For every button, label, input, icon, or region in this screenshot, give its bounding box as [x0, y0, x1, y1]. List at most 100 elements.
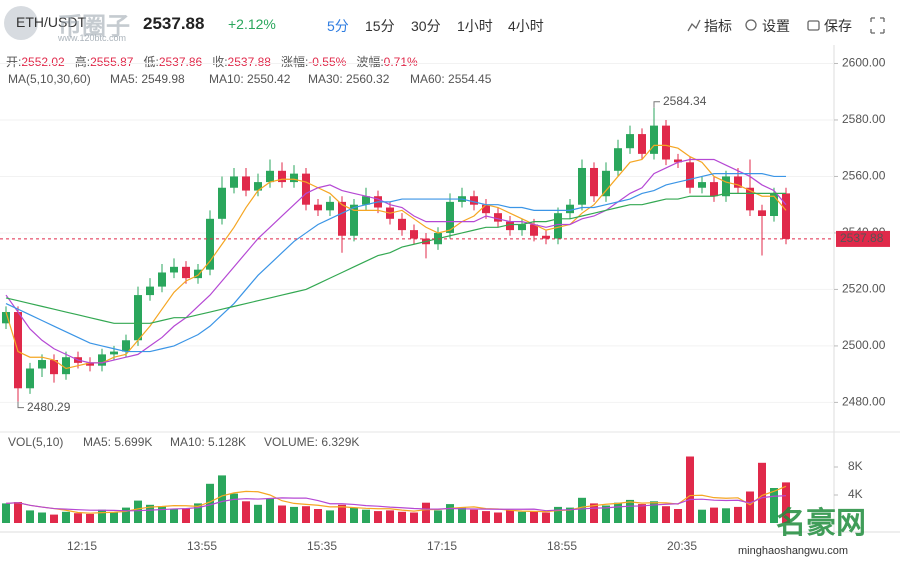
volume-bar — [590, 503, 598, 523]
x-tick-label: 17:15 — [427, 539, 457, 553]
volume-bar — [14, 502, 22, 523]
candle-body — [566, 204, 574, 214]
volume-bar — [266, 498, 274, 523]
volume-bar — [98, 509, 106, 523]
volume-bar — [746, 491, 754, 523]
tab[interactable]: 5分 — [327, 18, 349, 34]
candle-body — [242, 176, 250, 191]
volume-bar — [638, 504, 646, 523]
candle-body — [614, 148, 622, 171]
volume-bar — [218, 475, 226, 523]
stat-label: 开: — [6, 55, 22, 69]
volume-bar — [350, 507, 358, 523]
volume-bar — [578, 497, 586, 523]
tab[interactable]: 30分 — [411, 18, 441, 34]
volume-bar — [170, 509, 178, 523]
corner-url: minghaoshangwu.com — [738, 545, 849, 557]
stat-value: 2537.86 — [158, 55, 203, 69]
volume-bar — [254, 504, 262, 523]
volume-bar — [662, 506, 670, 523]
candle-body — [170, 266, 178, 273]
volume-bar — [530, 511, 538, 523]
volume-bar — [734, 506, 742, 523]
legend-entry: MA5: 5.699K — [83, 435, 152, 449]
candle-body — [110, 351, 118, 355]
candle-body — [206, 218, 214, 270]
legend-entry: MA10: 2550.42 — [209, 72, 291, 86]
volume-bar — [314, 509, 322, 523]
stat-label: 高: — [74, 55, 91, 69]
candle-body — [470, 196, 478, 205]
candle-body — [650, 125, 658, 154]
volume-bar — [698, 509, 706, 523]
candle-body — [770, 193, 778, 216]
pair: ETH/USDT — [16, 14, 86, 30]
max-pointer — [653, 101, 660, 108]
candle-body — [410, 230, 418, 239]
candle-body — [278, 170, 286, 183]
candle-body — [674, 159, 682, 163]
candle-body — [194, 269, 202, 279]
tab[interactable]: 1小时 — [457, 18, 493, 34]
volume-bar — [674, 509, 682, 523]
volume-bar — [230, 493, 238, 523]
stat-label: 涨幅: — [280, 55, 309, 69]
candle-body — [86, 362, 94, 366]
x-tick-label: 18:55 — [547, 539, 577, 553]
min-pointer — [17, 401, 24, 409]
volume-bar — [458, 507, 466, 523]
volume-bar — [134, 500, 142, 523]
legend-entry: MA5: 2549.98 — [110, 72, 185, 86]
candle-body — [134, 295, 142, 341]
candle-body — [362, 196, 370, 205]
legend-entry: MA30: 2560.32 — [308, 72, 390, 86]
volume-bar — [26, 510, 34, 523]
watermark: 币圈子 — [58, 13, 130, 40]
candle-body — [158, 272, 166, 287]
ma-line — [5, 192, 786, 324]
candle-body — [590, 167, 598, 197]
candle-body — [518, 224, 526, 231]
candle-body — [638, 134, 646, 154]
volume-bar — [86, 513, 94, 523]
candle-body — [302, 173, 310, 205]
tab[interactable]: 4小时 — [508, 18, 544, 34]
volume-bar — [422, 502, 430, 523]
price: 2537.88 — [143, 14, 205, 33]
x-tick-label: 12:15 — [67, 539, 97, 553]
y-tick-label: 8K — [848, 459, 863, 473]
volume-total: VOLUME: 6.329K — [264, 435, 359, 449]
candle-body — [314, 204, 322, 211]
candle-body — [710, 182, 718, 197]
min-label: 2480.29 — [27, 400, 71, 414]
volume-bar — [194, 503, 202, 523]
volume-bar — [206, 483, 214, 523]
volume-bar — [626, 499, 634, 523]
candle-body — [758, 210, 766, 216]
stat-value: 2537.88 — [227, 55, 271, 69]
volume-bar — [446, 504, 454, 523]
tool[interactable]: 设置 — [762, 18, 790, 34]
stat-value: 2555.87 — [90, 55, 134, 69]
ma-title: MA(5,10,30,60) — [8, 72, 91, 86]
candle-body — [734, 176, 742, 188]
volume-bar — [38, 512, 46, 523]
tab[interactable]: 15分 — [365, 18, 395, 34]
stat-label: 波幅: — [356, 55, 384, 69]
candle-body — [38, 360, 46, 369]
candle-body — [50, 360, 58, 375]
x-tick-label: 20:35 — [667, 539, 697, 553]
ma-line — [5, 173, 786, 353]
y-tick-label: 2520.00 — [842, 282, 886, 296]
volume-bar — [242, 501, 250, 523]
volume-bar — [494, 512, 502, 523]
volume-bar — [398, 511, 406, 523]
volume-bar — [482, 511, 490, 523]
tool[interactable]: 保存 — [824, 18, 852, 34]
logo-icon — [4, 6, 38, 40]
legend-entry: MA10: 5.128K — [170, 435, 246, 449]
volume-bar — [758, 462, 766, 523]
candle-body — [122, 340, 130, 352]
tool[interactable]: 指标 — [704, 18, 732, 34]
volume-bar — [518, 511, 526, 523]
